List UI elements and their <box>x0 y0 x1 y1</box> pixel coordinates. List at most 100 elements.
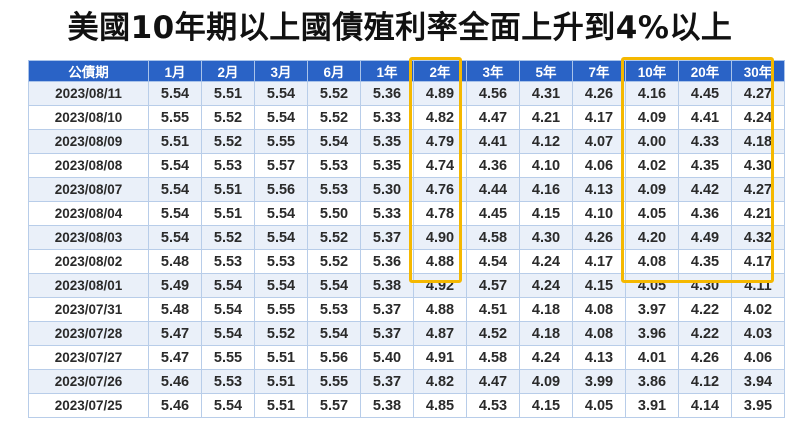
cell-2m: 5.55 <box>201 345 255 370</box>
table-row: 2023/08/01 5.49 5.54 5.54 5.54 5.38 4.92 4.57 4.… <box>28 273 785 298</box>
table-row: 2023/08/09 5.51 5.52 5.55 5.54 5.35 4.79 4.41 4.… <box>28 129 785 154</box>
cell-5y: 4.15 <box>519 393 573 418</box>
cell-3m: 5.54 <box>254 225 308 250</box>
cell-3m: 5.54 <box>254 105 308 130</box>
cell-1m: 5.47 <box>148 345 202 370</box>
cell-3y: 4.36 <box>466 153 520 178</box>
table-row: 2023/08/03 5.54 5.52 5.54 5.52 5.37 4.90 4.58 4.… <box>28 225 785 250</box>
cell-5y: 4.16 <box>519 177 573 202</box>
cell-2y: 4.89 <box>413 81 467 106</box>
table-row: 2023/08/07 5.54 5.51 5.56 5.53 5.30 4.76 4.44 4.… <box>28 177 785 202</box>
header-1y: 1年 <box>360 60 414 82</box>
cell-3y: 4.52 <box>466 321 520 346</box>
treasury-yield-table: 公債期 1月 2月 3月 6月 1年 2年 3年 5年 7年 10年 20年 3… <box>28 60 785 418</box>
cell-6m: 5.54 <box>307 129 361 154</box>
header-6m: 6月 <box>307 60 361 82</box>
cell-2m: 5.51 <box>201 177 255 202</box>
cell-3m: 5.51 <box>254 369 308 394</box>
header-5y: 5年 <box>519 60 573 82</box>
cell-5y: 4.30 <box>519 225 573 250</box>
header-10y: 10年 <box>625 60 679 82</box>
cell-3m: 5.55 <box>254 297 308 322</box>
cell-20y: 4.33 <box>678 129 732 154</box>
cell-1y: 5.35 <box>360 129 414 154</box>
cell-1y: 5.37 <box>360 321 414 346</box>
cell-1y: 5.35 <box>360 153 414 178</box>
header-3m: 3月 <box>254 60 308 82</box>
cell-20y: 4.41 <box>678 105 732 130</box>
cell-2m: 5.52 <box>201 105 255 130</box>
cell-2y: 4.82 <box>413 105 467 130</box>
cell-2y: 4.91 <box>413 345 467 370</box>
header-30y: 30年 <box>731 60 785 82</box>
cell-10y: 4.09 <box>625 105 679 130</box>
cell-2y: 4.76 <box>413 177 467 202</box>
cell-10y: 3.86 <box>625 369 679 394</box>
cell-2y: 4.88 <box>413 249 467 274</box>
cell-7y: 4.10 <box>572 201 626 226</box>
cell-20y: 4.22 <box>678 297 732 322</box>
page-title: 美國10年期以上國債殖利率全面上升到4%以上 <box>67 10 733 46</box>
cell-1m: 5.49 <box>148 273 202 298</box>
table-row: 2023/07/26 5.46 5.53 5.51 5.55 5.37 4.82 4.47 4.… <box>28 369 785 394</box>
cell-2y: 4.92 <box>413 273 467 298</box>
cell-date: 2023/07/31 <box>28 297 149 322</box>
table-body: 2023/08/11 5.54 5.51 5.54 5.52 5.36 4.89 4.56 4.… <box>28 81 785 418</box>
cell-2y: 4.82 <box>413 369 467 394</box>
table-row: 2023/08/10 5.55 5.52 5.54 5.52 5.33 4.82 4.47 4.… <box>28 105 785 130</box>
cell-5y: 4.31 <box>519 81 573 106</box>
cell-1m: 5.54 <box>148 81 202 106</box>
cell-3m: 5.54 <box>254 273 308 298</box>
cell-20y: 4.49 <box>678 225 732 250</box>
cell-30y: 4.30 <box>731 153 785 178</box>
cell-3m: 5.55 <box>254 129 308 154</box>
cell-1m: 5.54 <box>148 177 202 202</box>
cell-6m: 5.56 <box>307 345 361 370</box>
cell-3m: 5.53 <box>254 249 308 274</box>
cell-5y: 4.18 <box>519 321 573 346</box>
cell-1y: 5.37 <box>360 297 414 322</box>
cell-1y: 5.36 <box>360 81 414 106</box>
cell-10y: 4.02 <box>625 153 679 178</box>
cell-3m: 5.52 <box>254 321 308 346</box>
cell-2m: 5.53 <box>201 153 255 178</box>
cell-3y: 4.47 <box>466 105 520 130</box>
cell-3y: 4.53 <box>466 393 520 418</box>
cell-7y: 4.26 <box>572 225 626 250</box>
cell-5y: 4.10 <box>519 153 573 178</box>
cell-30y: 4.27 <box>731 177 785 202</box>
header-1m: 1月 <box>148 60 202 82</box>
cell-3m: 5.51 <box>254 345 308 370</box>
header-row: 公債期 1月 2月 3月 6月 1年 2年 3年 5年 7年 10年 20年 3… <box>28 60 785 82</box>
cell-3y: 4.47 <box>466 369 520 394</box>
cell-20y: 4.36 <box>678 201 732 226</box>
cell-3y: 4.54 <box>466 249 520 274</box>
cell-10y: 4.05 <box>625 201 679 226</box>
cell-date: 2023/08/11 <box>28 81 149 106</box>
cell-10y: 3.91 <box>625 393 679 418</box>
cell-1m: 5.46 <box>148 393 202 418</box>
cell-30y: 4.06 <box>731 345 785 370</box>
header-20y: 20年 <box>678 60 732 82</box>
cell-10y: 3.97 <box>625 297 679 322</box>
cell-2y: 4.74 <box>413 153 467 178</box>
cell-6m: 5.53 <box>307 297 361 322</box>
cell-10y: 4.20 <box>625 225 679 250</box>
cell-7y: 4.05 <box>572 393 626 418</box>
cell-10y: 4.05 <box>625 273 679 298</box>
cell-20y: 4.26 <box>678 345 732 370</box>
cell-2m: 5.51 <box>201 201 255 226</box>
cell-10y: 4.00 <box>625 129 679 154</box>
cell-7y: 4.17 <box>572 249 626 274</box>
cell-2m: 5.54 <box>201 393 255 418</box>
cell-5y: 4.15 <box>519 201 573 226</box>
cell-6m: 5.50 <box>307 201 361 226</box>
cell-date: 2023/07/26 <box>28 369 149 394</box>
cell-1y: 5.30 <box>360 177 414 202</box>
cell-5y: 4.09 <box>519 369 573 394</box>
cell-2m: 5.51 <box>201 81 255 106</box>
cell-3m: 5.54 <box>254 201 308 226</box>
cell-3y: 4.51 <box>466 297 520 322</box>
table-row: 2023/08/02 5.48 5.53 5.53 5.52 5.36 4.88 4.54 4.… <box>28 249 785 274</box>
cell-30y: 4.17 <box>731 249 785 274</box>
